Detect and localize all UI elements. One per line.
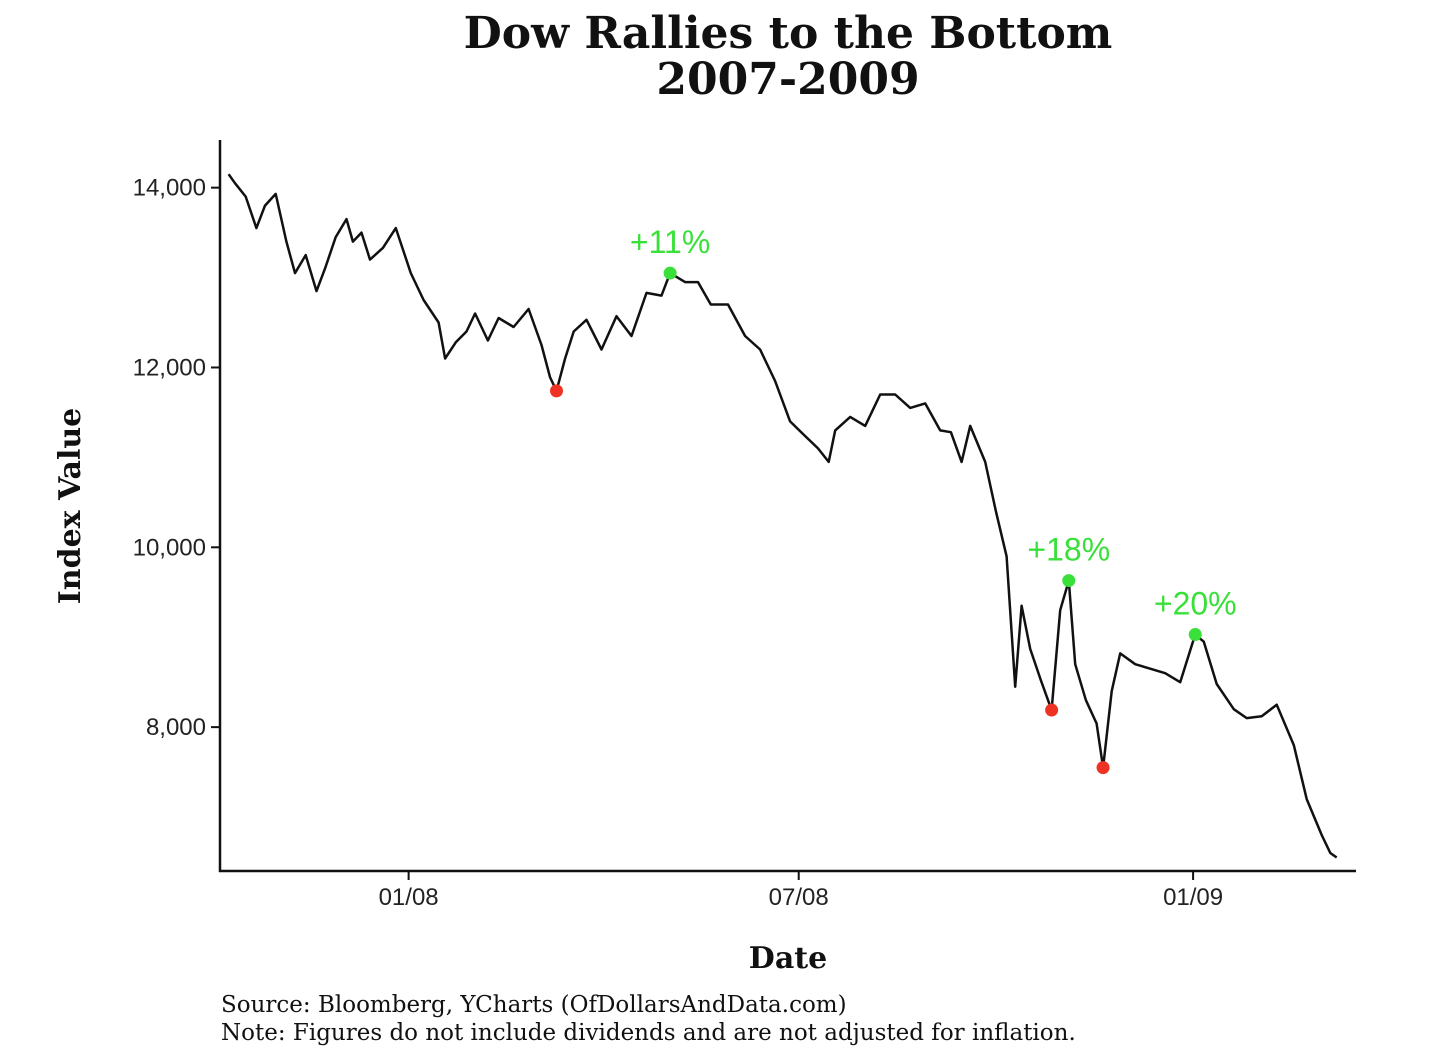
rally-peak-point bbox=[1188, 628, 1202, 642]
chart-title-line-2: 2007-2009 bbox=[656, 54, 919, 105]
rally-peak-point bbox=[1062, 574, 1076, 588]
x-tick-label: 07/08 bbox=[769, 884, 829, 911]
rally-gain-label: +11% bbox=[630, 224, 710, 260]
rally-peak-point bbox=[663, 266, 677, 280]
chart-title-line-1: Dow Rallies to the Bottom bbox=[464, 8, 1113, 59]
y-axis-ticks: 8,000 10,000 12,000 14,000 bbox=[133, 175, 220, 741]
rally-low-point bbox=[1096, 761, 1110, 775]
x-tick-label: 01/09 bbox=[1163, 884, 1223, 911]
y-tick-label: 14,000 bbox=[133, 175, 206, 202]
source-caption: Source: Bloomberg, YCharts (OfDollarsAnd… bbox=[221, 992, 847, 1018]
x-axis-ticks: 01/08 07/08 01/09 bbox=[379, 871, 1223, 911]
rally-gain-label: +18% bbox=[1027, 532, 1110, 568]
rally-low-point bbox=[1045, 703, 1059, 717]
series-line bbox=[227, 173, 1338, 859]
y-tick-label: 10,000 bbox=[133, 534, 206, 561]
y-tick-label: 8,000 bbox=[146, 714, 206, 741]
note-caption: Note: Figures do not include dividends a… bbox=[221, 1020, 1076, 1046]
y-axis-title: Index Value bbox=[53, 408, 88, 605]
x-axis-title: Date bbox=[749, 941, 827, 976]
x-tick-label: 01/08 bbox=[379, 884, 439, 911]
rally-low-point bbox=[550, 384, 564, 398]
annotations: +11% +18% +20% bbox=[550, 224, 1237, 775]
rally-gain-label: +20% bbox=[1154, 586, 1237, 622]
y-tick-label: 12,000 bbox=[133, 354, 206, 381]
